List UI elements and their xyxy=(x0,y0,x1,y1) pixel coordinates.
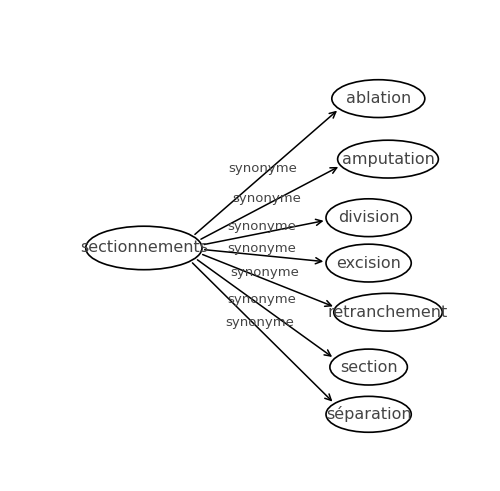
Text: synonyme: synonyme xyxy=(225,316,294,329)
Ellipse shape xyxy=(86,226,202,270)
Text: synonyme: synonyme xyxy=(228,294,296,306)
Text: synonyme: synonyme xyxy=(232,191,301,205)
Text: synonyme: synonyme xyxy=(227,220,296,233)
Ellipse shape xyxy=(332,80,425,117)
Ellipse shape xyxy=(334,293,442,331)
Ellipse shape xyxy=(338,140,438,178)
Text: synonyme: synonyme xyxy=(230,267,300,279)
Text: séparation: séparation xyxy=(326,407,412,422)
Text: sectionnements: sectionnements xyxy=(80,241,208,255)
Text: excision: excision xyxy=(336,256,401,271)
Text: division: division xyxy=(338,210,400,225)
Ellipse shape xyxy=(326,199,411,237)
Text: section: section xyxy=(340,359,398,375)
Text: ablation: ablation xyxy=(346,91,411,106)
Text: synonyme: synonyme xyxy=(228,162,298,175)
Text: retranchement: retranchement xyxy=(328,305,448,320)
Ellipse shape xyxy=(330,349,407,385)
Ellipse shape xyxy=(326,396,411,432)
Text: amputation: amputation xyxy=(342,152,434,166)
Text: synonyme: synonyme xyxy=(227,243,296,255)
Ellipse shape xyxy=(326,244,411,282)
